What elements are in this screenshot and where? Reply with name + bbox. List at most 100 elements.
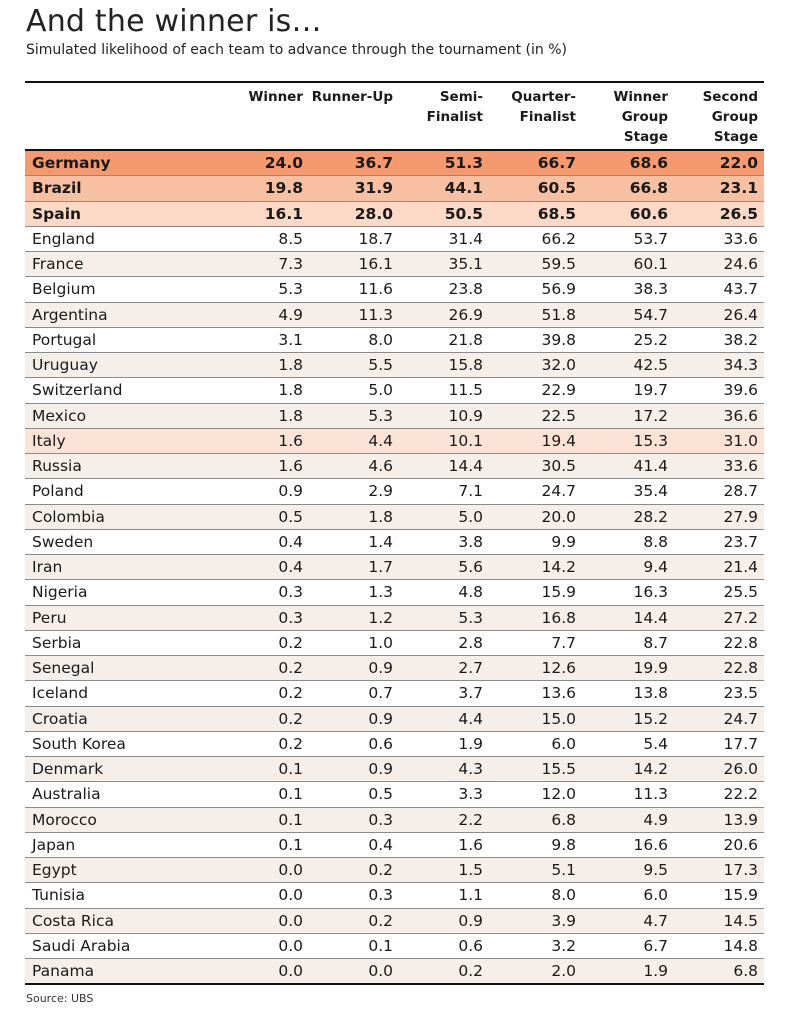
- value-cell-runner-up: 18.7: [309, 225, 399, 252]
- value-cell-quarter-finalist: 56.9: [489, 276, 582, 302]
- value-cell-quarter-finalist: 6.0: [489, 730, 582, 757]
- team-name-cell: Egypt: [25, 856, 190, 883]
- table-row: Mexico 1.8 5.3 10.9 22.5 17.2 36.6: [25, 402, 764, 429]
- value-cell-winner-group-stage: 66.8: [582, 175, 674, 201]
- team-name-cell: South Korea: [25, 730, 190, 757]
- value-cell-quarter-finalist: 15.5: [489, 755, 582, 782]
- team-name-cell: Poland: [25, 478, 190, 504]
- value-cell-semi-finalist: 35.1: [399, 250, 489, 277]
- table-row: Croatia 0.2 0.9 4.4 15.0 15.2 24.7: [25, 705, 764, 732]
- value-cell-winner: 1.8: [190, 402, 309, 429]
- value-cell-winner: 0.0: [190, 907, 309, 934]
- team-name-cell: Japan: [25, 831, 190, 858]
- value-cell-winner-group-stage: 5.4: [582, 730, 674, 757]
- value-cell-winner-group-stage: 54.7: [582, 301, 674, 328]
- value-cell-semi-finalist: 10.9: [399, 402, 489, 429]
- value-cell-quarter-finalist: 6.8: [489, 806, 582, 833]
- value-cell-second-group-stage: 27.2: [674, 604, 764, 631]
- value-cell-runner-up: 36.7: [309, 149, 399, 176]
- team-name-cell: Belgium: [25, 276, 190, 302]
- team-name-cell: Tunisia: [25, 882, 190, 908]
- value-cell-second-group-stage: 28.7: [674, 478, 764, 504]
- value-cell-second-group-stage: 24.6: [674, 250, 764, 277]
- value-cell-winner: 0.3: [190, 604, 309, 631]
- value-cell-quarter-finalist: 3.9: [489, 907, 582, 934]
- value-cell-winner-group-stage: 42.5: [582, 351, 674, 378]
- value-cell-winner-group-stage: 4.9: [582, 806, 674, 833]
- value-cell-semi-finalist: 3.3: [399, 781, 489, 807]
- team-name-cell: Senegal: [25, 654, 190, 681]
- value-cell-winner: 24.0: [190, 149, 309, 176]
- value-cell-semi-finalist: 4.3: [399, 755, 489, 782]
- value-cell-second-group-stage: 27.9: [674, 503, 764, 530]
- value-cell-quarter-finalist: 15.9: [489, 579, 582, 605]
- column-header-quarter-finalist: Quarter- Finalist: [489, 82, 582, 150]
- value-cell-second-group-stage: 15.9: [674, 882, 764, 908]
- value-cell-second-group-stage: 21.4: [674, 553, 764, 580]
- value-cell-semi-finalist: 1.5: [399, 856, 489, 883]
- value-cell-second-group-stage: 17.3: [674, 856, 764, 883]
- value-cell-semi-finalist: 2.2: [399, 806, 489, 833]
- value-cell-runner-up: 1.4: [309, 528, 399, 555]
- value-cell-semi-finalist: 4.4: [399, 705, 489, 732]
- value-cell-winner-group-stage: 8.7: [582, 629, 674, 656]
- table-row: Morocco 0.1 0.3 2.2 6.8 4.9 13.9: [25, 806, 764, 833]
- value-cell-second-group-stage: 22.8: [674, 654, 764, 681]
- value-cell-winner-group-stage: 19.9: [582, 654, 674, 681]
- value-cell-runner-up: 0.1: [309, 932, 399, 959]
- value-cell-winner: 0.2: [190, 730, 309, 757]
- column-header-second-group-stage: Second Group Stage: [674, 82, 764, 150]
- value-cell-second-group-stage: 22.2: [674, 781, 764, 807]
- team-name-cell: Iran: [25, 553, 190, 580]
- value-cell-winner-group-stage: 13.8: [582, 680, 674, 706]
- value-cell-second-group-stage: 14.8: [674, 932, 764, 959]
- value-cell-semi-finalist: 5.6: [399, 553, 489, 580]
- value-cell-semi-finalist: 0.9: [399, 907, 489, 934]
- table-row: South Korea 0.2 0.6 1.9 6.0 5.4 17.7: [25, 730, 764, 757]
- value-cell-second-group-stage: 38.2: [674, 326, 764, 353]
- table-row: Japan 0.1 0.4 1.6 9.8 16.6 20.6: [25, 831, 764, 858]
- table-row: Brazil 19.8 31.9 44.1 60.5 66.8 23.1: [25, 175, 764, 201]
- value-cell-runner-up: 1.0: [309, 629, 399, 656]
- value-cell-winner-group-stage: 11.3: [582, 781, 674, 807]
- value-cell-second-group-stage: 43.7: [674, 276, 764, 302]
- team-name-cell: Russia: [25, 452, 190, 479]
- value-cell-semi-finalist: 11.5: [399, 377, 489, 403]
- table-row: Iceland 0.2 0.7 3.7 13.6 13.8 23.5: [25, 680, 764, 706]
- value-cell-quarter-finalist: 19.4: [489, 427, 582, 454]
- value-cell-quarter-finalist: 30.5: [489, 452, 582, 479]
- team-name-cell: Sweden: [25, 528, 190, 555]
- value-cell-quarter-finalist: 22.9: [489, 377, 582, 403]
- value-cell-quarter-finalist: 5.1: [489, 856, 582, 883]
- value-cell-runner-up: 1.2: [309, 604, 399, 631]
- value-cell-runner-up: 0.6: [309, 730, 399, 757]
- value-cell-quarter-finalist: 60.5: [489, 175, 582, 201]
- value-cell-second-group-stage: 33.6: [674, 452, 764, 479]
- value-cell-winner: 0.9: [190, 478, 309, 504]
- value-cell-second-group-stage: 26.4: [674, 301, 764, 328]
- table-row: Senegal 0.2 0.9 2.7 12.6 19.9 22.8: [25, 654, 764, 681]
- value-cell-second-group-stage: 26.5: [674, 200, 764, 227]
- value-cell-winner: 0.2: [190, 629, 309, 656]
- value-cell-runner-up: 4.6: [309, 452, 399, 479]
- value-cell-quarter-finalist: 16.8: [489, 604, 582, 631]
- value-cell-semi-finalist: 3.7: [399, 680, 489, 706]
- team-name-cell: England: [25, 225, 190, 252]
- value-cell-winner: 7.3: [190, 250, 309, 277]
- table-row: Australia 0.1 0.5 3.3 12.0 11.3 22.2: [25, 781, 764, 807]
- value-cell-winner: 1.8: [190, 377, 309, 403]
- value-cell-second-group-stage: 17.7: [674, 730, 764, 757]
- value-cell-semi-finalist: 2.7: [399, 654, 489, 681]
- table-row: Peru 0.3 1.2 5.3 16.8 14.4 27.2: [25, 604, 764, 631]
- value-cell-winner: 0.4: [190, 553, 309, 580]
- value-cell-second-group-stage: 31.0: [674, 427, 764, 454]
- value-cell-winner-group-stage: 9.5: [582, 856, 674, 883]
- value-cell-winner: 1.6: [190, 452, 309, 479]
- team-name-cell: Mexico: [25, 402, 190, 429]
- value-cell-second-group-stage: 23.7: [674, 528, 764, 555]
- value-cell-winner: 1.6: [190, 427, 309, 454]
- value-cell-second-group-stage: 33.6: [674, 225, 764, 252]
- value-cell-winner: 0.1: [190, 831, 309, 858]
- value-cell-quarter-finalist: 32.0: [489, 351, 582, 378]
- value-cell-runner-up: 0.3: [309, 882, 399, 908]
